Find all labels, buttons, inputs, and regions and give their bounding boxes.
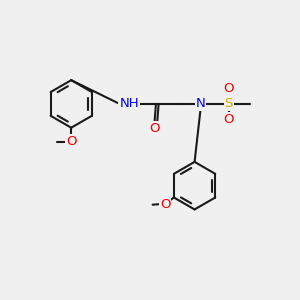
- Text: O: O: [224, 113, 234, 126]
- Text: N: N: [196, 98, 206, 110]
- Text: O: O: [224, 82, 234, 95]
- Text: O: O: [160, 198, 170, 211]
- Text: S: S: [225, 98, 233, 110]
- Text: NH: NH: [119, 98, 139, 110]
- Text: O: O: [66, 136, 76, 148]
- Text: O: O: [149, 122, 160, 135]
